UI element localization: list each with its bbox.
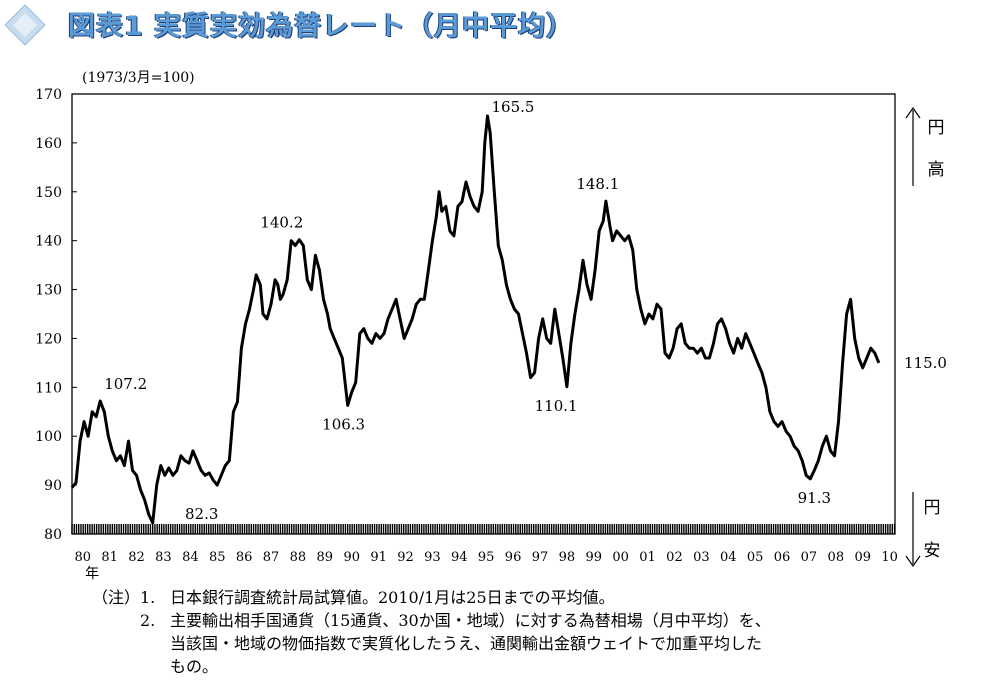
x-tick-label: 84	[182, 550, 199, 565]
series-line	[70, 114, 881, 525]
x-tick-label: 98	[559, 550, 576, 565]
footnote-2-line-3: もの。	[170, 657, 219, 676]
x-tick-label: 89	[317, 550, 334, 565]
x-tick-label: 04	[720, 550, 737, 565]
yen-weak-label-1: 円	[924, 498, 941, 518]
footnote-1-text: 日本銀行調査統計局試算値。2010/1月は25日までの平均値。	[170, 588, 615, 607]
footnote-prefix: （注）	[92, 588, 141, 607]
plot-frame	[71, 93, 896, 535]
x-tick-label: 81	[101, 550, 118, 565]
footnote-1-number: 1.	[140, 588, 156, 607]
x-tick-label: 90	[343, 550, 360, 565]
y-tick-label: 120	[35, 331, 62, 347]
y-tick-label: 160	[35, 136, 62, 152]
yen-strong-label-2: 高	[928, 160, 945, 180]
x-tick-label: 01	[639, 550, 656, 565]
x-tick-label: 95	[478, 550, 495, 565]
data-label: 165.5	[492, 98, 535, 116]
x-tick-label: 88	[290, 550, 307, 565]
footnote-2-number: 2.	[140, 611, 156, 630]
footnote-2-line-2: 当該国・地域の物価指数で実質化したうえ、通関輸出金額ウェイトで加重平均した	[170, 634, 763, 653]
x-tick-label: 09	[854, 550, 871, 565]
x-tick-label: 93	[424, 550, 441, 565]
x-tick-label: 96	[505, 550, 522, 565]
y-tick-label: 100	[35, 429, 62, 445]
x-tick-label: 05	[747, 550, 764, 565]
data-label: 91.3	[798, 489, 831, 507]
x-tick-label: 83	[155, 550, 172, 565]
down-arrow-icon	[905, 555, 921, 568]
x-axis-unit: 年	[85, 566, 99, 582]
x-tick-label: 85	[209, 550, 226, 565]
y-tick-label: 90	[44, 478, 62, 494]
yen-weak-label-2: 安	[924, 541, 941, 561]
x-tick-label: 86	[236, 550, 253, 565]
exchange-rate-chart: 80 90 100 110 120 130 140 150 160 170 (1973/3月=100…	[35, 70, 947, 582]
header: 図表1 実質実効為替レート（月中平均）	[0, 0, 985, 50]
x-tick-label: 00	[612, 550, 629, 565]
y-tick-label: 170	[35, 87, 62, 103]
x-tick-label: 07	[801, 550, 818, 565]
x-tick-label: 92	[397, 550, 414, 565]
y-tick-label: 140	[35, 234, 62, 250]
x-tick-label: 82	[128, 550, 145, 565]
x-tick-label: 87	[263, 550, 280, 565]
data-label: 148.1	[576, 175, 619, 193]
footnote-2-line-1: 主要輸出相手国通貨（15通貨、30か国・地域）に対する為替相場（月中平均）を、	[170, 611, 771, 630]
up-arrow-icon	[905, 106, 921, 119]
x-tick-label: 91	[370, 550, 387, 565]
x-tick-label: 80	[74, 550, 91, 565]
yen-strong-label-1: 円	[928, 118, 945, 138]
end-value-label: 115.0	[904, 354, 947, 372]
x-tick-label: 10	[881, 550, 898, 565]
diamond-icon	[4, 4, 46, 46]
data-label: 82.3	[185, 505, 218, 523]
x-tick-label: 03	[693, 550, 710, 565]
x-tick-label: 02	[666, 550, 683, 565]
x-tick-label: 08	[828, 550, 845, 565]
data-label: 140.2	[260, 214, 303, 232]
y-tick-label: 80	[44, 527, 62, 543]
page-title: 図表1 実質実効為替レート（月中平均）	[68, 11, 575, 42]
x-tick-label: 99	[585, 550, 602, 565]
data-label: 107.2	[104, 375, 147, 393]
x-tick-label: 94	[451, 550, 468, 565]
data-label: 110.1	[535, 397, 578, 415]
data-label: 106.3	[322, 415, 365, 433]
y-tick-label: 130	[35, 283, 62, 299]
y-tick-label: 110	[35, 380, 62, 396]
x-tick-label: 97	[532, 550, 549, 565]
x-tick-label: 06	[774, 550, 791, 565]
y-unit-label: (1973/3月=100)	[82, 70, 195, 86]
y-tick-label: 150	[35, 185, 62, 201]
